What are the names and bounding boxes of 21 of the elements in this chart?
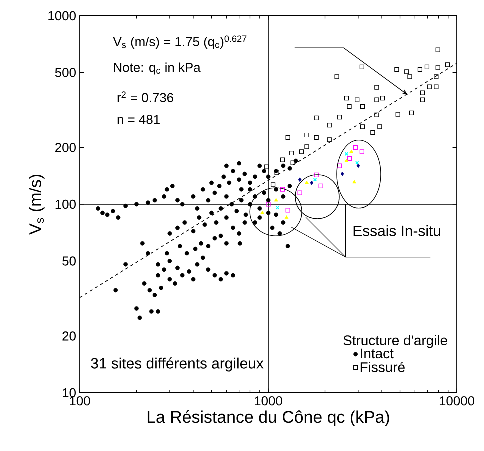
x-tick-label: 100 <box>70 396 90 406</box>
x-tick-label: 10000 <box>440 396 475 406</box>
x-tick-label: 1000 <box>255 396 282 406</box>
annotation: r$^{2}$ = 0.736 <box>118 92 174 102</box>
y-tick-label: 100 <box>56 200 76 210</box>
annotation: 31 sites différents argileux <box>91 358 264 372</box>
y-tick-label: 1000 <box>48 11 76 21</box>
legend-label: Intact <box>361 348 394 359</box>
y-axis-title: V$_{s}$ (m/s) <box>29 175 45 235</box>
y-tick-label: 200 <box>56 143 76 152</box>
annotation: n = 481 <box>118 115 160 124</box>
annotation: Essais In-situ <box>354 225 440 236</box>
legend-title: Structure d'argile <box>344 335 448 348</box>
y-tick-label: 10 <box>63 388 76 398</box>
y-tick-label: 500 <box>55 68 76 78</box>
y-tick-label: 20 <box>62 332 76 341</box>
y-tick-label: 50 <box>62 256 76 266</box>
annotation: V$_{s}$ (m/s) = 1.75 (q$_{c}$)$^{0.627}$ <box>113 36 247 50</box>
annotation: Note: q$_{c}$ in kPa <box>114 62 201 75</box>
x-axis-title: La Résistance du Cône qc (kPa) <box>148 410 390 427</box>
legend-label: Fissuré <box>360 362 405 372</box>
